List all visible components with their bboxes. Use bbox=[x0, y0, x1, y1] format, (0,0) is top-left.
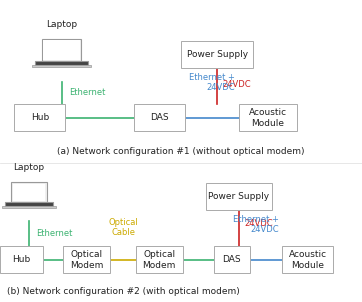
FancyBboxPatch shape bbox=[35, 61, 88, 65]
FancyBboxPatch shape bbox=[5, 202, 53, 206]
Text: Acoustic
Module: Acoustic Module bbox=[249, 108, 287, 128]
Text: Ethernet +
24VDC: Ethernet + 24VDC bbox=[189, 73, 235, 92]
Text: (a) Network configuration #1 (without optical modem): (a) Network configuration #1 (without op… bbox=[57, 146, 305, 156]
Text: Hub: Hub bbox=[13, 255, 31, 264]
FancyBboxPatch shape bbox=[32, 65, 91, 67]
FancyBboxPatch shape bbox=[0, 246, 43, 273]
FancyBboxPatch shape bbox=[14, 104, 65, 131]
Text: DAS: DAS bbox=[150, 113, 169, 122]
FancyBboxPatch shape bbox=[43, 40, 80, 60]
Text: Power Supply: Power Supply bbox=[187, 50, 248, 59]
FancyBboxPatch shape bbox=[181, 41, 253, 68]
Text: 24VDC: 24VDC bbox=[223, 80, 251, 89]
FancyBboxPatch shape bbox=[134, 104, 185, 131]
Text: (b) Network configuration #2 (with optical modem): (b) Network configuration #2 (with optic… bbox=[7, 287, 240, 296]
Text: 24VDC: 24VDC bbox=[244, 219, 273, 228]
FancyBboxPatch shape bbox=[206, 183, 272, 210]
FancyBboxPatch shape bbox=[63, 246, 110, 273]
FancyBboxPatch shape bbox=[239, 104, 297, 131]
Text: Acoustic
Module: Acoustic Module bbox=[289, 250, 327, 270]
Text: Ethernet +
24VDC: Ethernet + 24VDC bbox=[233, 215, 279, 234]
FancyBboxPatch shape bbox=[282, 246, 333, 273]
Text: DAS: DAS bbox=[222, 255, 241, 264]
Text: Optical
Modem: Optical Modem bbox=[143, 250, 176, 270]
Text: Hub: Hub bbox=[31, 113, 49, 122]
FancyBboxPatch shape bbox=[42, 38, 81, 61]
Text: Optical
Cable: Optical Cable bbox=[108, 218, 138, 237]
Text: Laptop: Laptop bbox=[46, 20, 77, 29]
Text: Ethernet: Ethernet bbox=[69, 88, 105, 97]
Text: Ethernet: Ethernet bbox=[36, 229, 72, 238]
Text: Laptop: Laptop bbox=[13, 163, 45, 172]
FancyBboxPatch shape bbox=[136, 246, 183, 273]
FancyBboxPatch shape bbox=[13, 184, 45, 201]
Text: Power Supply: Power Supply bbox=[209, 192, 269, 201]
FancyBboxPatch shape bbox=[214, 246, 250, 273]
FancyBboxPatch shape bbox=[11, 182, 47, 202]
Text: Optical
Modem: Optical Modem bbox=[70, 250, 104, 270]
FancyBboxPatch shape bbox=[2, 206, 56, 207]
